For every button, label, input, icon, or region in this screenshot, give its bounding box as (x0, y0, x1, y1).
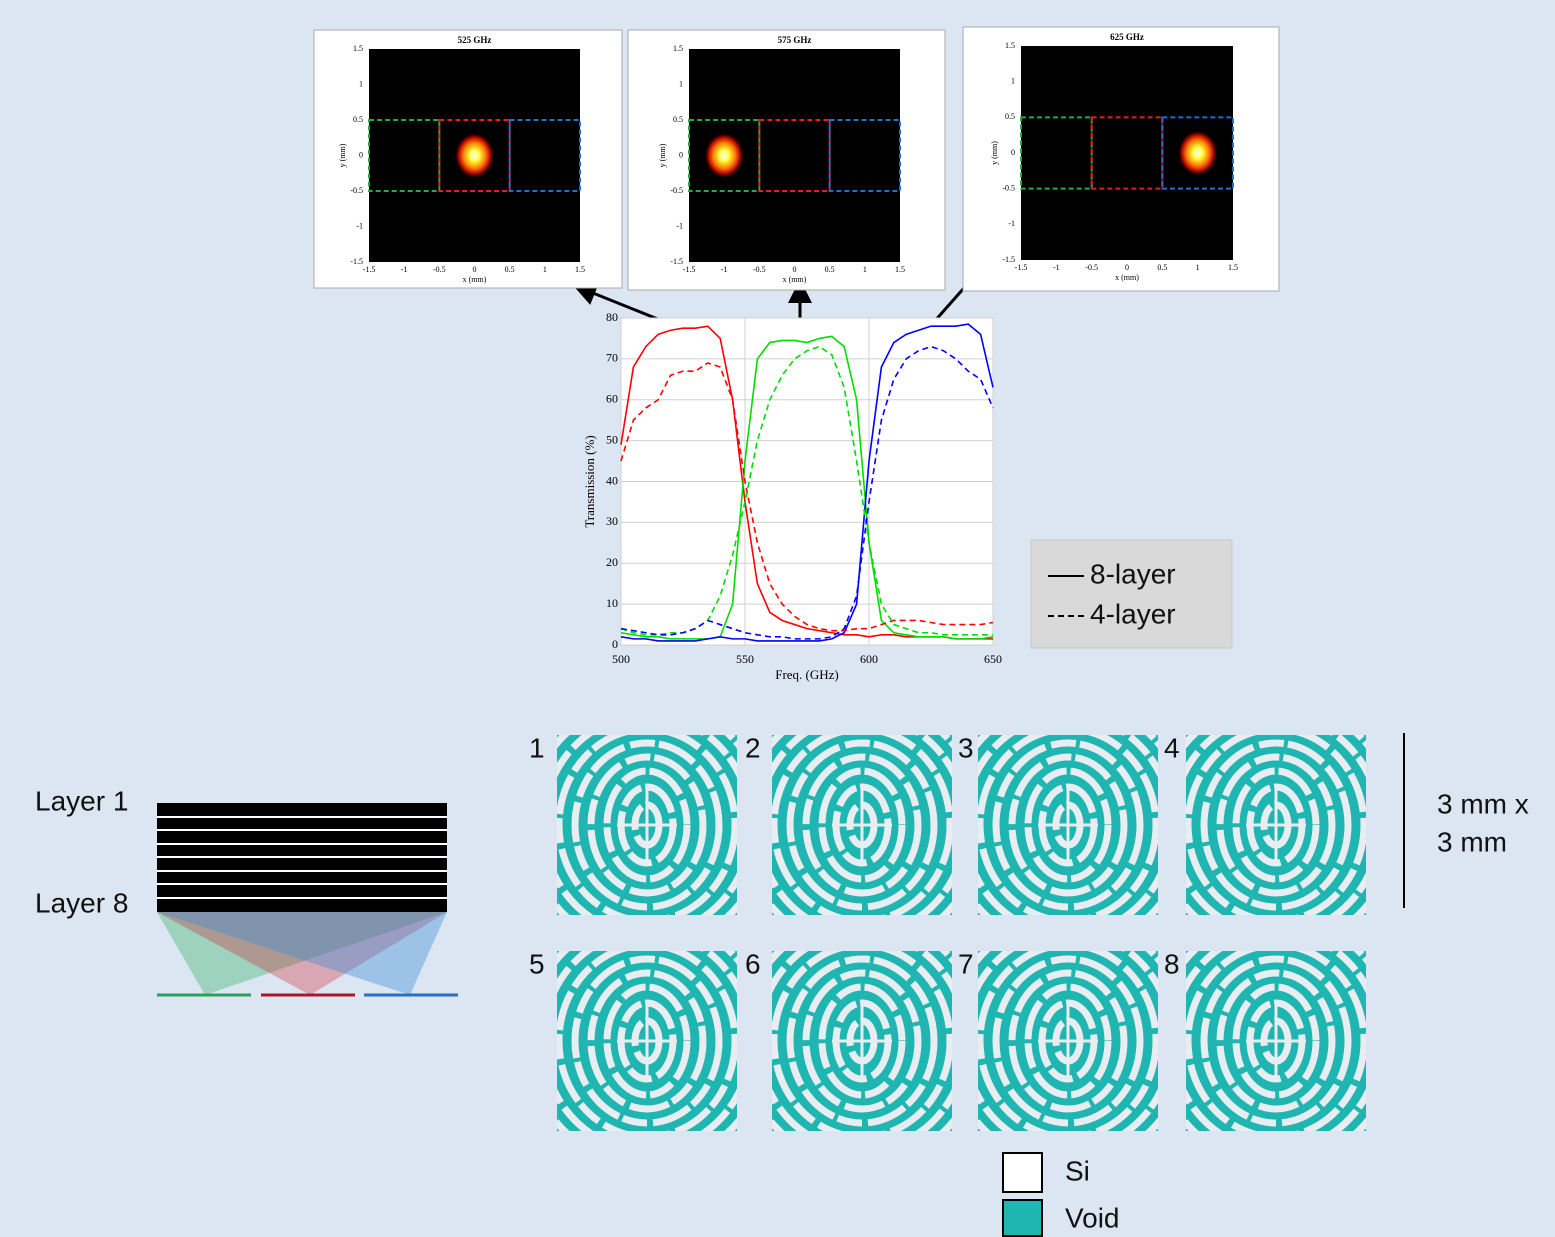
pattern-number: 3 (958, 732, 974, 763)
x-axis-label: x (mm) (463, 275, 487, 284)
x-tick-label: 550 (736, 652, 754, 666)
pattern-number: 7 (958, 948, 974, 979)
y-axis-label: y (mm) (990, 141, 999, 165)
y-tick-label: 0 (612, 637, 618, 651)
x-tick-label: 600 (860, 652, 878, 666)
y-tick-label: 0.5 (673, 115, 683, 124)
y-tick-label: -0.5 (350, 186, 363, 195)
material-label: Si (1065, 1155, 1090, 1186)
y-tick-label: 20 (606, 555, 618, 569)
x-tick-label: 0 (793, 265, 797, 274)
x-tick-label: 500 (612, 652, 630, 666)
y-tick-label: 0 (359, 150, 363, 159)
panel-title: 625 GHz (1110, 32, 1144, 42)
scale-label: 3 mm x (1437, 788, 1529, 819)
pattern-number: 4 (1164, 732, 1180, 763)
x-tick-label: -1 (401, 265, 408, 274)
y-axis-label: Transmission (%) (582, 435, 597, 527)
layer-label: Layer 8 (35, 887, 128, 918)
x-tick-label: -0.5 (753, 265, 766, 274)
y-tick-label: -1.5 (670, 257, 683, 266)
y-tick-label: -1 (356, 221, 363, 230)
y-tick-label: -1.5 (1002, 255, 1015, 264)
x-axis-label: x (mm) (783, 275, 807, 284)
y-tick-label: 1 (1011, 76, 1015, 85)
y-tick-label: 50 (606, 432, 618, 446)
y-tick-label: 1 (359, 79, 363, 88)
x-tick-label: -0.5 (1085, 263, 1098, 272)
x-tick-label: 650 (984, 652, 1002, 666)
y-axis-label: y (mm) (658, 143, 667, 167)
x-tick-label: 0 (1125, 263, 1129, 272)
x-tick-label: 1.5 (895, 265, 905, 274)
layer-stack (157, 803, 458, 995)
x-tick-label: -1.5 (363, 265, 376, 274)
panel-title: 525 GHz (458, 35, 492, 45)
x-axis-label: x (mm) (1115, 273, 1139, 282)
x-tick-label: -1.5 (683, 265, 696, 274)
y-tick-label: -1.5 (350, 257, 363, 266)
panel-title: 575 GHz (778, 35, 812, 45)
x-tick-label: 0.5 (1157, 263, 1167, 272)
x-tick-label: -0.5 (433, 265, 446, 274)
y-tick-label: 30 (606, 514, 618, 528)
field-spot (455, 133, 495, 179)
legend-label: 8-layer (1090, 558, 1176, 589)
y-tick-label: 0 (679, 150, 683, 159)
material-label: Void (1065, 1202, 1120, 1233)
y-tick-label: 80 (606, 310, 618, 324)
x-tick-label: 0 (473, 265, 477, 274)
x-tick-label: -1 (1053, 263, 1060, 272)
figure: 8-layer 4-layer Layer 1 Layer 8 1 2 3 4 … (0, 0, 1555, 1237)
y-tick-label: 1.5 (673, 44, 683, 53)
field-spot (704, 133, 744, 179)
x-tick-label: 0.5 (825, 265, 835, 274)
x-tick-label: -1 (721, 265, 728, 274)
y-tick-label: -1 (1008, 219, 1015, 228)
void-swatch (1003, 1200, 1042, 1236)
layer-label: Layer 1 (35, 785, 128, 816)
pattern-number: 5 (529, 948, 545, 979)
y-tick-label: -1 (676, 221, 683, 230)
scale-label: 3 mm (1437, 826, 1507, 857)
y-tick-label: -0.5 (1002, 183, 1015, 192)
pattern-number: 8 (1164, 948, 1180, 979)
y-tick-label: 1.5 (353, 44, 363, 53)
y-tick-label: 10 (606, 596, 618, 610)
y-tick-label: 0 (1011, 148, 1015, 157)
y-tick-label: 60 (606, 392, 618, 406)
y-tick-label: 0.5 (1005, 112, 1015, 121)
y-tick-label: 0.5 (353, 115, 363, 124)
legend-label: 4-layer (1090, 598, 1176, 629)
y-tick-label: 1.5 (1005, 41, 1015, 50)
x-tick-label: 1 (1196, 263, 1200, 272)
x-tick-label: -1.5 (1015, 263, 1028, 272)
y-axis-label: y (mm) (338, 143, 347, 167)
y-tick-label: 40 (606, 473, 618, 487)
x-axis-label: Freq. (GHz) (775, 667, 839, 682)
x-tick-label: 1 (543, 265, 547, 274)
y-tick-label: 70 (606, 351, 618, 365)
x-tick-label: 1.5 (1228, 263, 1238, 272)
pattern-number: 6 (745, 948, 761, 979)
x-tick-label: 1.5 (575, 265, 585, 274)
page: {"chart_data": [ {"type": "line", "x_lab… (0, 0, 1555, 1237)
y-tick-label: -0.5 (670, 186, 683, 195)
pattern-number: 1 (529, 732, 545, 763)
y-tick-label: 1 (679, 79, 683, 88)
legend-box (1031, 540, 1232, 648)
x-tick-label: 1 (863, 265, 867, 274)
pattern-number: 2 (745, 732, 761, 763)
patterns (527, 701, 1396, 1165)
field-spot (1178, 130, 1218, 176)
si-swatch (1003, 1153, 1042, 1192)
x-tick-label: 0.5 (505, 265, 515, 274)
